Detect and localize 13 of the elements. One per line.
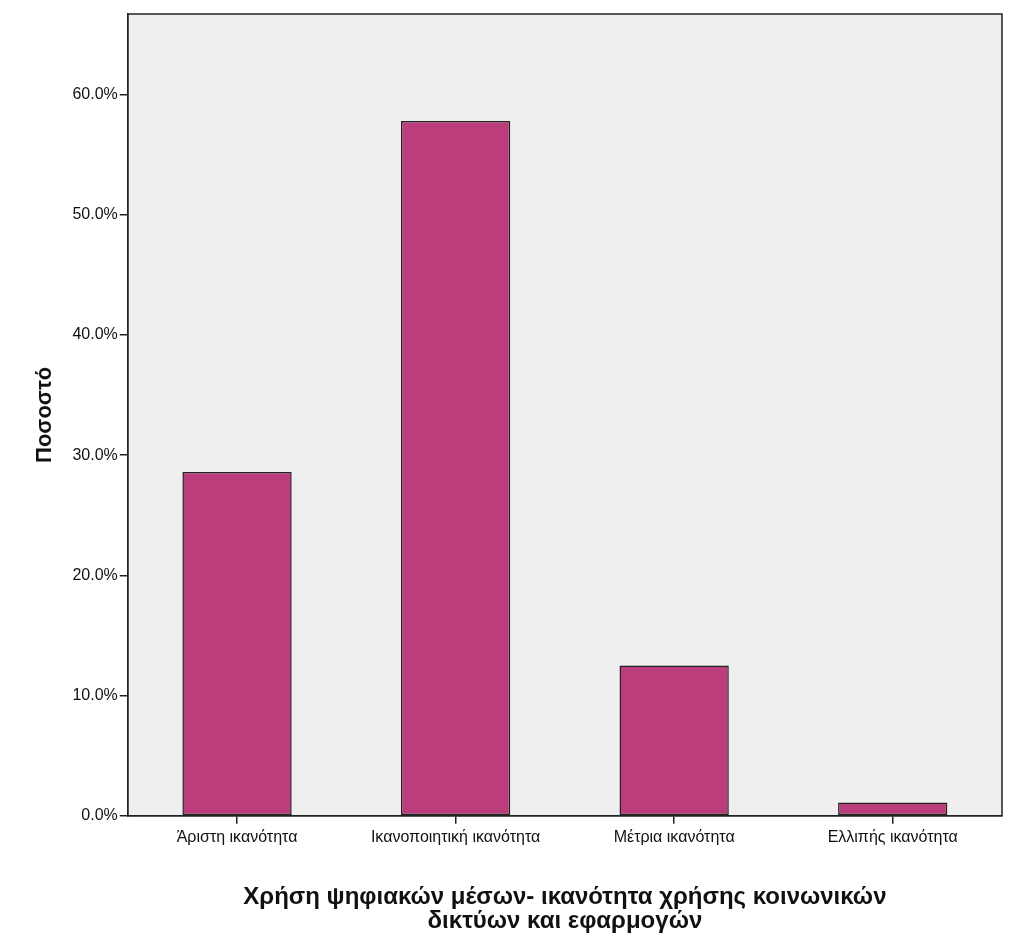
y-tick-label: 60.0% <box>72 84 118 102</box>
x-axis-title: Χρήση ψηφιακών μέσων- ικανότητα χρήσης κοινωνικών δικτύων και εφαρμογών <box>243 881 887 933</box>
y-tick-label: 20.0% <box>72 565 118 583</box>
x-tick-label: Ικανοποιητική ικανότητα <box>370 827 541 845</box>
x-tick-label: Μέτρια ικανότητα <box>613 827 735 845</box>
y-tick-label: 50.0% <box>72 205 118 223</box>
y-tick-label: 0.0% <box>81 806 118 824</box>
x-tick-label: Ελλιπής ικανότητα <box>827 827 958 845</box>
y-axis-title: Ποσοστό <box>31 366 57 463</box>
x-tick-label: Άριστη ικανότητα <box>176 827 298 845</box>
y-tick-label: 30.0% <box>72 445 118 463</box>
y-tick-label: 10.0% <box>72 686 118 703</box>
y-tick-label: 40.0% <box>72 325 118 343</box>
